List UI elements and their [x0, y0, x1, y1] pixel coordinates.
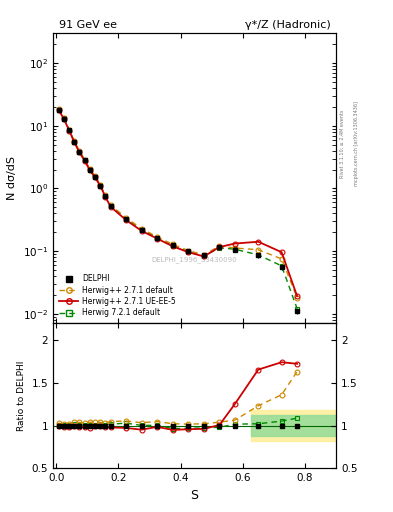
Y-axis label: Ratio to DELPHI: Ratio to DELPHI — [17, 361, 26, 431]
Text: γ*/Z (Hadronic): γ*/Z (Hadronic) — [244, 20, 331, 30]
Text: mcplots.cern.ch [arXiv:1306.3436]: mcplots.cern.ch [arXiv:1306.3436] — [354, 101, 359, 186]
Y-axis label: N dσ/dS: N dσ/dS — [7, 156, 17, 200]
Legend: DELPHI, Herwig++ 2.7.1 default, Herwig++ 2.7.1 UE-EE-5, Herwig 7.2.1 default: DELPHI, Herwig++ 2.7.1 default, Herwig++… — [57, 272, 178, 319]
Text: Rivet 3.1.10; ≥ 2.4M events: Rivet 3.1.10; ≥ 2.4M events — [340, 109, 345, 178]
X-axis label: S: S — [191, 489, 198, 502]
Text: 91 GeV ee: 91 GeV ee — [59, 20, 117, 30]
Text: DELPHI_1996_S3430090: DELPHI_1996_S3430090 — [152, 256, 237, 263]
